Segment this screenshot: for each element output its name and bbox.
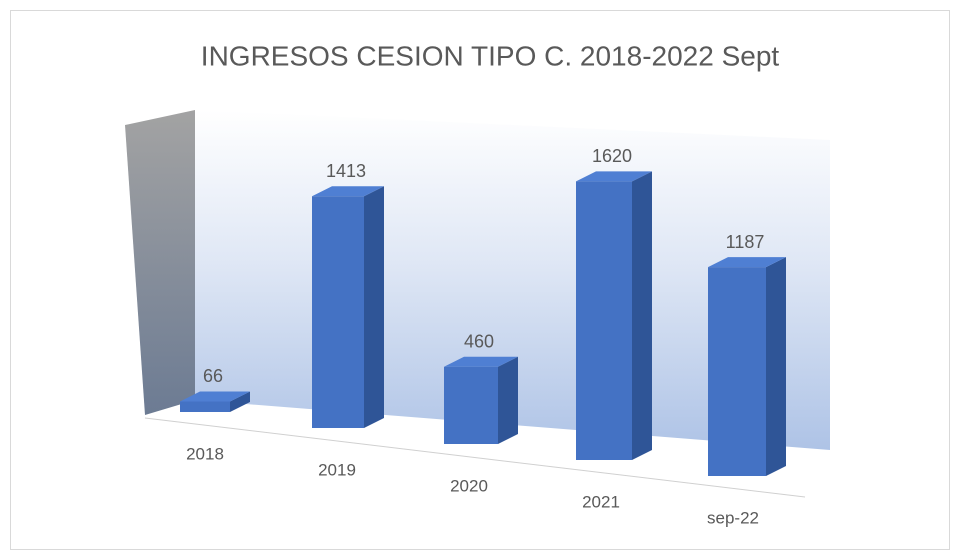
data-label: 460	[464, 331, 494, 351]
bar-side	[364, 186, 384, 428]
bar-front	[708, 267, 766, 476]
bar-front	[312, 196, 364, 428]
x-tick-label: 2019	[318, 460, 356, 479]
floor-line	[144, 417, 806, 498]
bar	[444, 356, 518, 444]
x-tick-label: sep-22	[707, 508, 759, 527]
x-tick-label: 2021	[582, 492, 620, 511]
bar-top	[708, 257, 786, 268]
bar-front	[180, 401, 230, 412]
bar	[576, 171, 652, 461]
bar-side	[498, 356, 518, 444]
bar	[180, 391, 250, 412]
x-tick-label: 2018	[186, 444, 224, 463]
bar-top	[312, 186, 384, 197]
side-wall	[125, 110, 195, 415]
x-tick-label: 2020	[450, 476, 488, 495]
data-label: 1413	[326, 161, 366, 181]
bar-top	[444, 356, 518, 367]
bar-front	[576, 181, 632, 461]
data-label: 66	[203, 366, 223, 386]
bar-side	[632, 171, 652, 461]
data-label: 1620	[592, 146, 632, 166]
chart-title: INGRESOS CESION TIPO C. 2018-2022 Sept	[201, 40, 780, 71]
bar-side	[766, 257, 786, 476]
data-label: 1187	[726, 232, 765, 252]
bar-top	[180, 391, 250, 402]
bar-front	[444, 366, 498, 444]
bar	[312, 186, 384, 428]
bar-side	[230, 391, 250, 412]
bar-top	[576, 171, 652, 182]
bar	[708, 257, 786, 476]
